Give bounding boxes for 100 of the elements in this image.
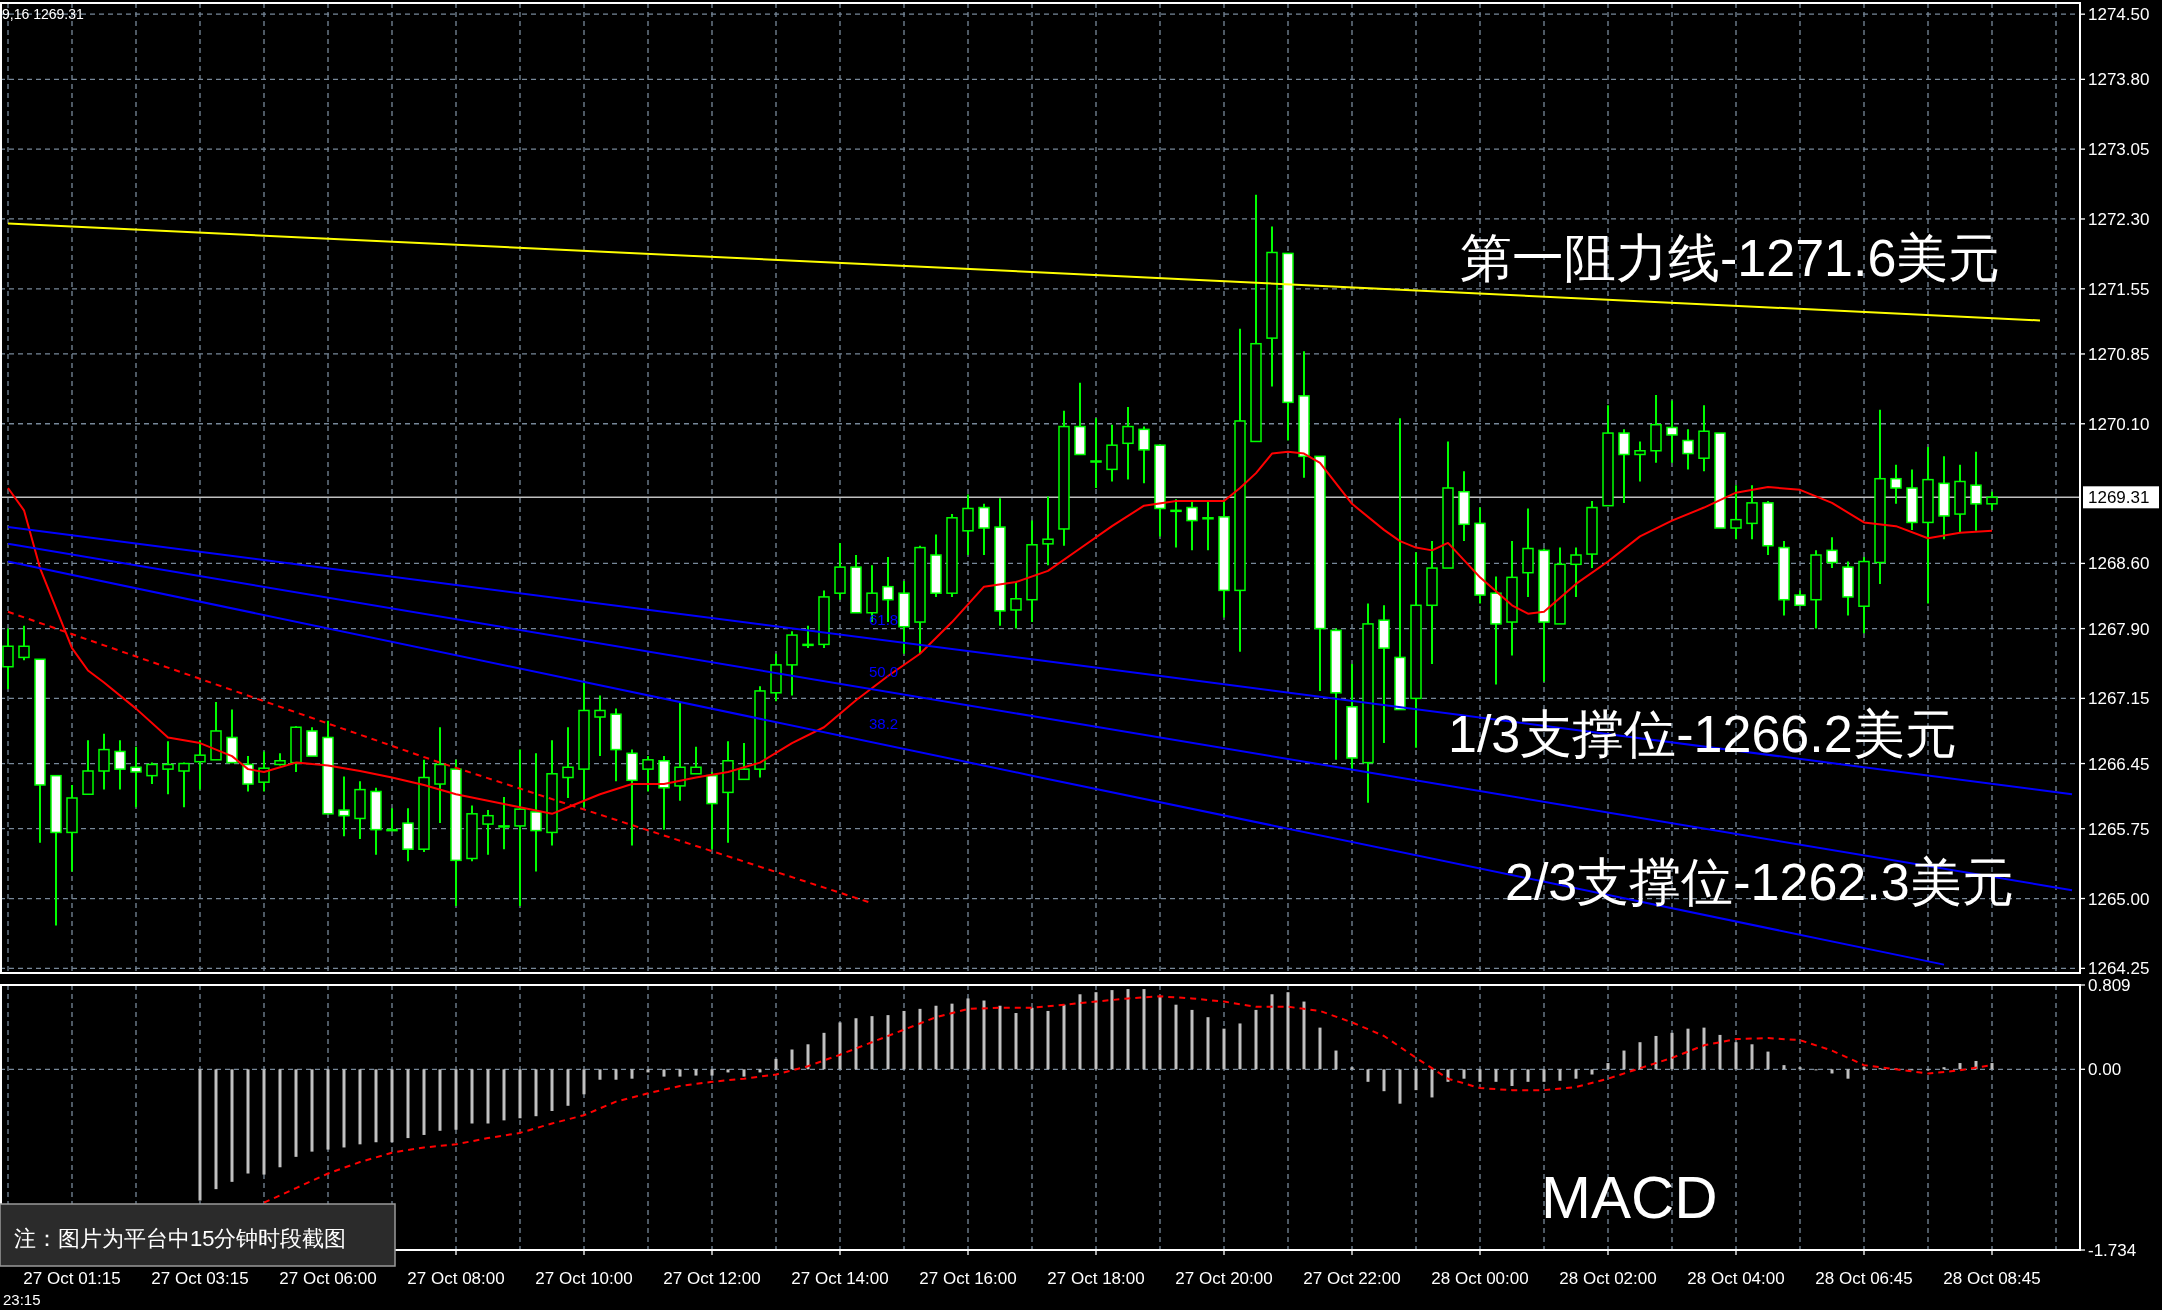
bar <box>246 1069 250 1174</box>
bar <box>1798 1067 1802 1070</box>
bar <box>1414 1069 1418 1091</box>
bar <box>662 1069 666 1077</box>
y-tick-label: 1272.30 <box>2088 209 2150 229</box>
bar <box>1670 1032 1674 1070</box>
x-tick-label: 27 Oct 18:00 <box>1047 1269 1145 1288</box>
bar <box>1174 1004 1178 1070</box>
bar <box>1462 1069 1466 1079</box>
candlestick <box>242 755 254 793</box>
bar <box>1734 1042 1738 1070</box>
candlestick <box>258 750 270 793</box>
candlestick <box>162 740 174 796</box>
candlestick <box>498 796 510 851</box>
candlestick <box>1202 500 1214 552</box>
bar <box>1398 1069 1402 1104</box>
bar <box>1686 1028 1690 1070</box>
bar <box>1606 1063 1610 1070</box>
candlestick <box>1186 500 1198 552</box>
annotation: MACD <box>1541 1164 1718 1231</box>
bar <box>806 1044 810 1070</box>
bar <box>998 1005 1002 1070</box>
bar <box>758 1069 762 1073</box>
bar <box>1654 1035 1658 1070</box>
x-tick-label: 27 Oct 14:00 <box>791 1269 889 1288</box>
bar <box>1718 1034 1722 1070</box>
annotation: 第一阻力线-1271.6美元 <box>1460 229 2001 287</box>
x-tick-label: 28 Oct 00:00 <box>1431 1269 1529 1288</box>
bar <box>1286 992 1290 1070</box>
candlestick <box>674 701 686 802</box>
bar <box>1014 1013 1018 1070</box>
bar <box>870 1016 874 1070</box>
bar <box>406 1069 410 1139</box>
bar <box>198 1069 202 1201</box>
candlestick <box>82 739 94 796</box>
bar <box>374 1069 378 1143</box>
candlestick <box>1090 417 1102 489</box>
bar <box>534 1069 538 1117</box>
candlestick <box>130 745 142 809</box>
bar <box>1190 1009 1194 1070</box>
bar <box>1382 1069 1386 1092</box>
candlestick <box>1042 495 1054 567</box>
bar <box>1302 1001 1306 1070</box>
candlestick <box>434 726 446 825</box>
candlestick <box>194 739 206 791</box>
y-tick-label: 1273.80 <box>2088 70 2150 90</box>
annotation: 61.8 <box>869 611 899 628</box>
bar <box>1750 1044 1754 1070</box>
bar <box>1062 1004 1066 1070</box>
y-tick-label: 1271.55 <box>2088 279 2150 299</box>
annotation: 38.2 <box>869 715 899 732</box>
bar <box>1334 1050 1338 1070</box>
x-tick-label: 27 Oct 16:00 <box>919 1269 1017 1288</box>
x-tick-label: 27 Oct 20:00 <box>1175 1269 1273 1288</box>
x-tick-label: 27 Oct 01:15 <box>23 1269 121 1288</box>
bar <box>1702 1027 1706 1070</box>
bar <box>790 1049 794 1070</box>
x-tick-label: 28 Oct 06:45 <box>1815 1269 1913 1288</box>
bar <box>1862 1067 1866 1070</box>
x-tick-label: 27 Oct 12:00 <box>663 1269 761 1288</box>
y-tick-label: 1265.00 <box>2088 889 2150 909</box>
x-tick-label: 27 Oct 03:15 <box>151 1269 249 1288</box>
bar <box>1030 1007 1034 1070</box>
x-tick-label: 27 Oct 10:00 <box>535 1269 633 1288</box>
ref-line-label: 1269.31 <box>2088 488 2150 508</box>
bar <box>1206 1017 1210 1070</box>
bar <box>390 1069 394 1143</box>
y-tick-label: 1273.05 <box>2088 140 2150 160</box>
candlestick <box>146 761 158 786</box>
bar <box>630 1069 634 1079</box>
bar <box>950 1003 954 1070</box>
candlestick <box>482 809 494 856</box>
bar <box>1270 994 1274 1070</box>
y-tick-label: 1264.25 <box>2088 959 2150 979</box>
candlestick <box>594 694 606 758</box>
candlestick <box>18 624 30 662</box>
x-tick-label: 28 Oct 04:00 <box>1687 1269 1785 1288</box>
candlestick <box>114 739 126 791</box>
bar <box>1222 1028 1226 1070</box>
bar <box>1158 996 1162 1070</box>
bar <box>742 1069 746 1077</box>
bar <box>342 1069 346 1148</box>
bar <box>598 1069 602 1080</box>
bar <box>1110 990 1114 1070</box>
candlestick <box>1618 428 1630 504</box>
bar <box>646 1069 650 1073</box>
bar <box>1510 1069 1514 1086</box>
bar <box>1430 1069 1434 1098</box>
candlestick <box>562 726 574 799</box>
x-tick-label: 27 Oct 08:00 <box>407 1269 505 1288</box>
bar <box>1942 1067 1946 1070</box>
bar <box>1478 1069 1482 1082</box>
bar <box>438 1069 442 1131</box>
bar <box>1590 1069 1594 1075</box>
bar <box>1494 1069 1498 1082</box>
candlestick <box>178 761 190 809</box>
bar <box>278 1069 282 1168</box>
x-tick-label: 27 Oct 22:00 <box>1303 1269 1401 1288</box>
y-tick-label: 1267.90 <box>2088 619 2150 639</box>
bar <box>1350 1067 1354 1070</box>
